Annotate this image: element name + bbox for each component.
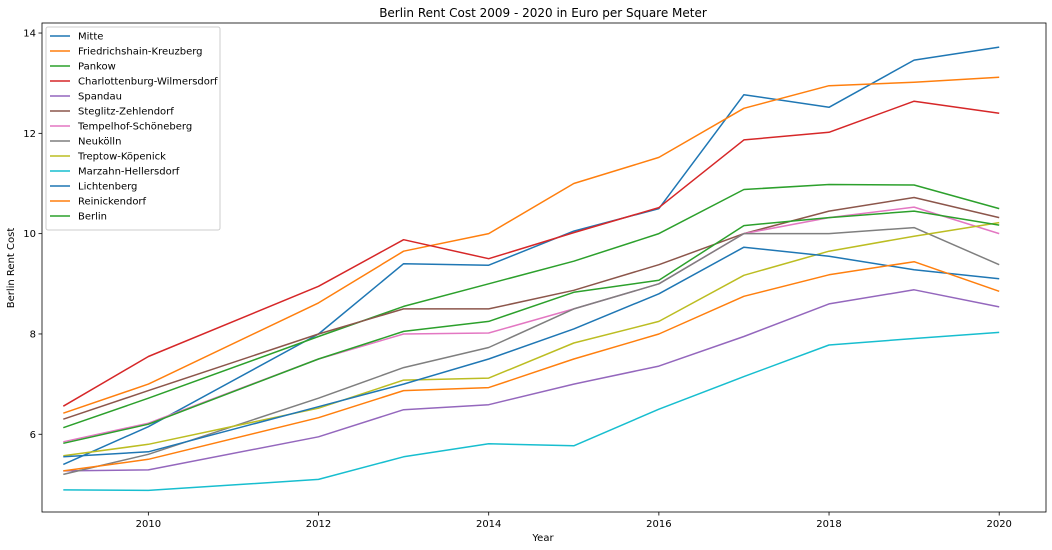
y-axis-title: Berlin Rent Cost <box>6 228 17 309</box>
legend-item: Tempelhof-Schöneberg <box>50 122 192 133</box>
y-tick-label: 14 <box>23 29 36 40</box>
legend-label: Tempelhof-Schöneberg <box>77 122 192 133</box>
x-tick-label: 2010 <box>136 519 161 530</box>
legend-item: Reinickendorf <box>50 197 147 208</box>
x-tick-label: 2014 <box>476 519 501 530</box>
legend-label: Treptow-Köpenick <box>77 152 166 163</box>
series-line-friedrichshain-kreuzberg <box>63 76 1000 414</box>
legend-item: Steglitz-Zehlendorf <box>50 107 174 118</box>
legend-label: Mitte <box>78 32 103 43</box>
series-line-pankow <box>63 183 1000 429</box>
legend-item: Spandau <box>50 92 122 103</box>
legend-item: Berlin <box>50 212 107 223</box>
y-tick-label: 12 <box>23 129 36 140</box>
plot-area <box>62 46 1000 492</box>
axes-frame <box>41 22 1047 513</box>
x-tick-label: 2012 <box>306 519 331 530</box>
series-line-reinickendorf <box>63 260 1000 472</box>
legend-label: Marzahn-Hellersdorf <box>78 167 180 178</box>
series-line-steglitz-zehlendorf <box>63 196 1000 420</box>
legend-label: Lichtenberg <box>78 182 137 193</box>
y-axis: 6 8 10 12 14 <box>23 29 42 441</box>
series-line-marzahn-hellersdorf <box>63 331 1000 492</box>
legend-item: Marzahn-Hellersdorf <box>50 167 180 178</box>
y-tick-label: 6 <box>30 430 36 441</box>
legend-item: Treptow-Köpenick <box>50 152 166 163</box>
series-line-mitte <box>62 46 1000 466</box>
legend-label: Friedrichshain-Kreuzberg <box>78 47 203 58</box>
x-tick-label: 2018 <box>816 519 841 530</box>
x-tick-label: 2020 <box>986 519 1011 530</box>
legend-label: Pankow <box>78 62 116 73</box>
legend-item: Friedrichshain-Kreuzberg <box>50 47 203 58</box>
series-line-neukolln <box>63 226 1000 476</box>
x-tick-label: 2016 <box>646 519 671 530</box>
y-tick-label: 8 <box>30 329 36 340</box>
legend-item: Mitte <box>50 32 103 43</box>
legend-item: Charlottenburg-Wilmersdorf <box>50 77 218 88</box>
legend-label: Steglitz-Zehlendorf <box>78 107 174 118</box>
legend-label: Neukölln <box>78 137 121 148</box>
legend-box <box>45 26 221 231</box>
y-tick-label: 10 <box>23 229 36 240</box>
x-axis-title: Year <box>531 533 554 544</box>
series-line-charlottenburg-wilmersdorf <box>62 100 1000 407</box>
legend-label: Spandau <box>78 92 122 103</box>
series-line-lichtenberg <box>63 246 1000 458</box>
legend-item: Pankow <box>50 62 116 73</box>
legend-item: Lichtenberg <box>50 182 137 193</box>
legend-label: Berlin <box>78 212 107 223</box>
legend-item: Neukölln <box>50 137 121 148</box>
x-axis: 2010 2012 2014 2016 2018 2020 <box>136 512 1012 530</box>
legend: Mitte Friedrichshain-Kreuzberg Pankow Charl… <box>45 26 221 231</box>
legend-label: Charlottenburg-Wilmersdorf <box>78 77 218 88</box>
series-line-berlin <box>63 210 1000 445</box>
legend-label: Reinickendorf <box>78 197 147 208</box>
chart-title: Berlin Rent Cost 2009 - 2020 in Euro per… <box>379 6 707 20</box>
series-line-spandau <box>63 289 1000 472</box>
series-line-treptow-kopenick <box>63 221 1000 457</box>
